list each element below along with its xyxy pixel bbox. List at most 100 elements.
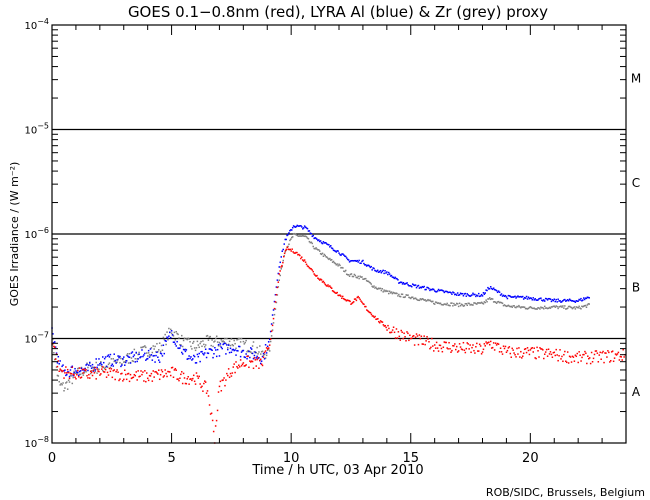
data-point xyxy=(212,430,215,433)
data-point xyxy=(334,262,337,265)
data-point xyxy=(204,381,207,383)
data-point xyxy=(195,372,198,374)
data-point xyxy=(486,342,488,345)
data-point xyxy=(163,375,166,377)
data-point xyxy=(573,300,576,303)
data-point xyxy=(580,308,582,310)
data-point xyxy=(327,257,329,260)
data-point xyxy=(100,373,102,375)
data-point xyxy=(96,372,98,374)
data-point xyxy=(65,382,67,384)
data-point xyxy=(278,266,281,268)
flare-class-M: M xyxy=(631,71,641,85)
data-point xyxy=(462,341,465,344)
data-point xyxy=(538,298,540,300)
data-point xyxy=(439,302,442,305)
data-point xyxy=(86,374,88,377)
data-point xyxy=(452,291,454,293)
data-point xyxy=(593,353,596,356)
data-point xyxy=(157,356,159,358)
data-point xyxy=(109,370,112,373)
data-point xyxy=(160,344,163,347)
data-point xyxy=(488,343,491,346)
data-point xyxy=(217,345,220,347)
data-point xyxy=(162,344,165,347)
data-point xyxy=(59,368,61,370)
data-point xyxy=(310,232,313,235)
data-point xyxy=(247,349,249,352)
data-point xyxy=(494,289,497,291)
data-point xyxy=(350,273,353,275)
data-point xyxy=(445,341,447,344)
data-point xyxy=(103,357,106,360)
data-point xyxy=(230,338,233,340)
data-point xyxy=(618,359,621,361)
data-point xyxy=(112,358,115,360)
data-point xyxy=(460,303,463,306)
data-point xyxy=(465,347,468,350)
data-point xyxy=(580,360,582,362)
data-point xyxy=(440,303,443,306)
data-point xyxy=(328,285,330,288)
data-point xyxy=(232,344,235,347)
data-point xyxy=(332,260,335,263)
data-point xyxy=(82,374,85,376)
data-point xyxy=(318,249,320,251)
data-point xyxy=(443,303,446,305)
data-point xyxy=(556,354,558,356)
data-point xyxy=(153,354,155,357)
data-point xyxy=(445,303,447,306)
data-point xyxy=(551,299,554,301)
data-point xyxy=(230,351,233,354)
data-point xyxy=(405,282,407,285)
data-point xyxy=(448,341,450,344)
data-point xyxy=(83,368,85,370)
data-point xyxy=(507,347,510,349)
data-point xyxy=(221,379,223,382)
data-point xyxy=(226,337,228,340)
data-point xyxy=(150,347,153,349)
data-point xyxy=(138,353,140,356)
data-point xyxy=(224,384,226,387)
data-point xyxy=(177,347,179,349)
data-point xyxy=(584,350,586,353)
data-point xyxy=(188,338,190,340)
data-point xyxy=(187,376,189,378)
data-point xyxy=(130,377,133,380)
data-point xyxy=(52,333,54,335)
data-point xyxy=(543,300,546,302)
data-point xyxy=(146,372,148,374)
data-point xyxy=(199,383,201,385)
data-point xyxy=(492,287,495,289)
data-point xyxy=(181,334,183,337)
data-point xyxy=(471,304,473,306)
data-point xyxy=(505,305,508,308)
data-point xyxy=(92,366,95,369)
data-point xyxy=(343,298,346,301)
data-point xyxy=(586,362,588,365)
data-point xyxy=(540,348,542,350)
data-point xyxy=(509,305,512,308)
data-point xyxy=(111,376,114,379)
data-point xyxy=(168,370,170,373)
data-point xyxy=(566,351,569,353)
data-point xyxy=(238,338,241,340)
data-point xyxy=(401,331,403,333)
data-point xyxy=(356,277,358,279)
data-point xyxy=(578,351,580,353)
data-point xyxy=(295,234,298,236)
data-point xyxy=(152,345,154,347)
data-point xyxy=(486,300,488,303)
data-point xyxy=(340,295,342,297)
y-tick-label: 10−6 xyxy=(24,226,49,241)
data-point xyxy=(578,298,580,301)
data-point xyxy=(479,295,482,297)
data-point xyxy=(208,348,211,350)
data-point xyxy=(330,287,333,290)
data-point xyxy=(411,283,414,285)
data-point xyxy=(527,296,530,298)
data-point xyxy=(81,372,84,375)
data-point xyxy=(451,293,453,295)
data-point xyxy=(269,338,272,340)
data-point xyxy=(241,363,244,366)
